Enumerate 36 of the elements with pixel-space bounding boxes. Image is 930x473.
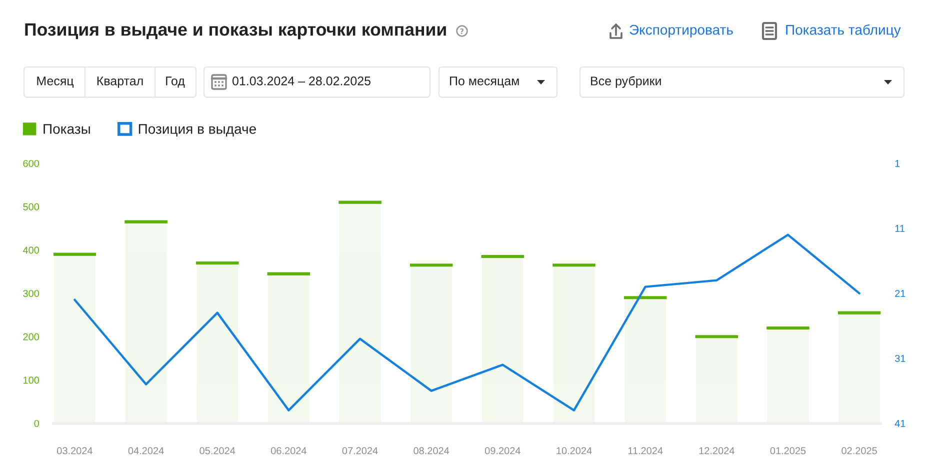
- text: Месяц: [37, 76, 74, 88]
- y-tick-label: 600: [23, 160, 40, 168]
- legend-label: Позиция в выдаче: [138, 124, 256, 137]
- y2-tick-label: 31: [894, 354, 906, 362]
- legend-label: Показы: [44, 124, 90, 134]
- y2-tick-label: 21: [895, 290, 906, 297]
- y-tick-label: 300: [23, 290, 40, 298]
- text: Экспортировать: [630, 24, 733, 38]
- x-tick-label: 08.2024: [414, 447, 450, 454]
- y2-tick-label: 11: [895, 225, 904, 232]
- line-series: [74, 234, 860, 412]
- x-tick-label: 03.2024: [57, 447, 92, 454]
- y-tick-label: 400: [22, 246, 40, 254]
- text: Все рубрики: [591, 76, 661, 88]
- y-tick-label: 200: [23, 333, 40, 340]
- y2-tick-label: 1: [895, 160, 900, 167]
- x-tick-label: 04.2024: [128, 447, 164, 454]
- y-tick-label: 0: [34, 420, 40, 428]
- y-tick-label: 100: [23, 376, 40, 384]
- text: 01.03.2024 – 28.02.2025: [232, 76, 370, 86]
- y2-tick-label: 41: [894, 420, 906, 427]
- x-tick-label: 12.2024: [699, 447, 734, 454]
- x-tick-label: 09.2024: [484, 447, 520, 454]
- chart-title: Позиция в выдаче и показы карточки компании: [25, 23, 446, 40]
- x-tick-label: 06.2024: [271, 447, 306, 454]
- x-tick-label: 10.2024: [556, 447, 592, 454]
- text: По месяцам: [450, 76, 519, 88]
- text: Квартал: [97, 76, 143, 88]
- x-tick-label: 02.2025: [842, 447, 877, 454]
- text: Показать таблицу: [786, 24, 901, 38]
- y-tick-label: 500: [23, 203, 40, 210]
- x-tick-label: 11.2024: [628, 447, 663, 454]
- x-tick-label: 07.2024: [342, 447, 378, 454]
- x-tick-label: 01.2025: [770, 447, 806, 454]
- text: Год: [166, 76, 185, 88]
- x-tick-label: 05.2024: [200, 447, 236, 454]
